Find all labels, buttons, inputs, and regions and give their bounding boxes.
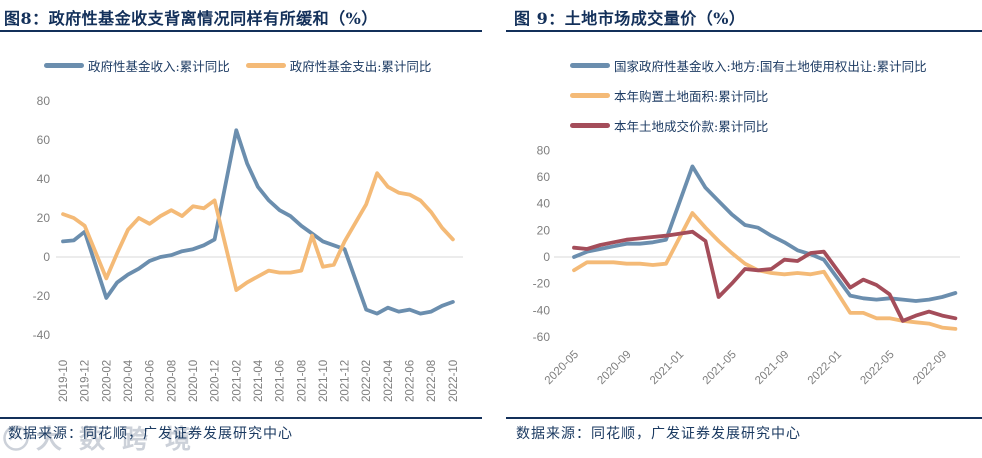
x-tick-label: 2021-05	[701, 349, 739, 387]
y-tick-label: 40	[537, 197, 551, 211]
series-line	[572, 229, 958, 323]
x-tick-label: 2021-09	[753, 349, 791, 387]
legend-item-fund-income: 政府性基金收入:累计同比	[44, 56, 230, 75]
x-tick-label: 2020-06	[145, 360, 157, 402]
x-tick-label: 2020-05	[543, 349, 581, 387]
x-tick-label: 2022-06	[405, 360, 417, 402]
series-line	[61, 171, 455, 293]
x-tick-label: 2020-08	[166, 360, 178, 402]
y-tick-label: 20	[537, 223, 551, 237]
x-tick-label: 2021-04	[253, 359, 265, 402]
y-tick-label: 40	[37, 172, 51, 186]
legend-label: 政府性基金支出:累计同比	[289, 59, 432, 74]
legend-item-land-value: 本年土地成交价款:累计同比	[570, 116, 768, 135]
y-tick-label: 0	[543, 250, 550, 264]
y-tick-label: -20	[533, 277, 551, 291]
legend-label: 本年土地成交价款:累计同比	[614, 119, 769, 134]
land-transfer-revenue-line-swatch	[570, 63, 610, 68]
y-tick-label: 80	[537, 143, 551, 157]
x-tick-label: 2020-12	[210, 360, 222, 402]
x-tick-label: 2022-10	[448, 360, 460, 402]
legend-item-land-area: 本年购置土地面积:累计同比	[570, 86, 768, 105]
x-tick-label: 2022-04	[383, 359, 395, 402]
x-tick-label: 2021-08	[296, 360, 308, 402]
x-tick-label: 2021-10	[318, 360, 330, 402]
x-tick-label: 2022-05	[858, 349, 896, 387]
x-tick-label: 2020-09	[595, 349, 633, 387]
y-tick-label: -20	[33, 289, 51, 303]
x-tick-label: 2021-01	[648, 349, 686, 387]
x-tick-label: 2022-09	[911, 349, 949, 387]
y-tick-label: -60	[533, 330, 551, 344]
figure9-source-note: 数据来源：同花顺，广发证券发展研究中心	[516, 426, 801, 442]
x-tick-label: 2022-01	[806, 349, 844, 387]
figure8-title-rule	[0, 30, 482, 32]
x-tick-label: 2021-12	[340, 360, 352, 402]
series-line	[572, 211, 958, 331]
y-tick-label: 60	[537, 170, 551, 184]
y-tick-label: 60	[37, 133, 51, 147]
fund-income-line-swatch	[44, 63, 84, 68]
y-tick-label: -40	[33, 328, 51, 342]
fund-expenditure-line-swatch	[245, 63, 286, 68]
legend-label: 国家政府性基金收入:地方:国有土地使用权出让:累计同比	[614, 59, 927, 74]
figure8-legend: 政府性基金收入:累计同比 政府性基金支出:累计同比	[44, 56, 431, 75]
series-line	[61, 128, 455, 316]
x-tick-label: 2021-02	[231, 360, 243, 402]
x-tick-label: 2020-10	[188, 360, 200, 402]
y-tick-label: 20	[37, 211, 51, 225]
x-tick-label: 2022-08	[426, 360, 438, 402]
y-tick-label: -40	[533, 303, 551, 317]
figure9-title-rule	[506, 30, 982, 32]
figure8-caption-rule	[0, 417, 482, 419]
land-area-line-swatch	[570, 93, 610, 98]
figure8-source-note: 数据来源：同花顺，广发证券发展研究中心	[8, 426, 293, 442]
series-line	[572, 164, 958, 303]
y-tick-label: 80	[37, 94, 51, 108]
legend-label: 本年购置土地面积:累计同比	[614, 89, 769, 104]
figure9-legend: 国家政府性基金收入:地方:国有土地使用权出让:累计同比 本年购置土地面积:累计同…	[570, 56, 927, 135]
figure8-title: 图8：政府性基金收支背离情况同样有所缓和（%）	[4, 9, 378, 28]
legend-label: 政府性基金收入:累计同比	[88, 59, 230, 74]
x-tick-label: 2020-04	[123, 359, 135, 402]
x-tick-label: 2019-10	[58, 360, 70, 402]
x-tick-label: 2020-02	[101, 360, 113, 402]
y-tick-label: 0	[43, 250, 50, 264]
figure9-caption-rule	[506, 417, 982, 419]
legend-item-fund-expenditure: 政府性基金支出:累计同比	[245, 56, 432, 75]
legend-item-land-transfer-revenue: 国家政府性基金收入:地方:国有土地使用权出让:累计同比	[570, 56, 927, 75]
x-tick-label: 2019-12	[80, 360, 92, 402]
x-tick-label: 2021-06	[275, 360, 287, 402]
land-value-line-swatch	[570, 123, 610, 128]
x-tick-label: 2022-02	[361, 360, 373, 402]
figure9-title: 图 9：土地市场成交量价（%）	[514, 9, 746, 28]
